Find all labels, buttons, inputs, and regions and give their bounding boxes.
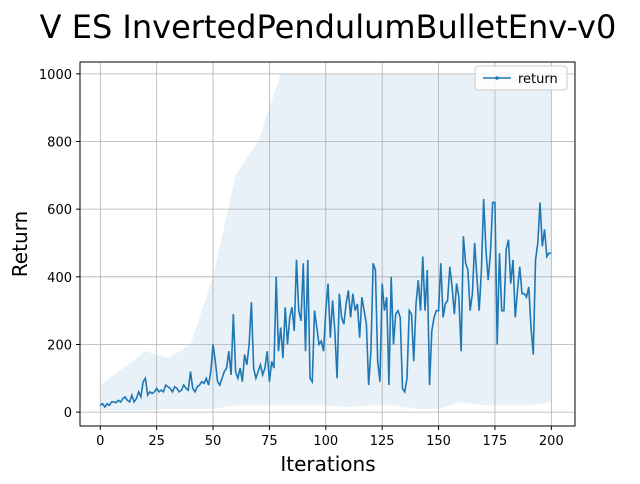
y-tick-label: 200	[47, 338, 72, 353]
legend-marker	[495, 76, 499, 80]
y-axis-label: Return	[8, 211, 32, 277]
legend-box	[474, 65, 568, 91]
chart-title: V ES InvertedPendulumBulletEnv-v0	[40, 8, 617, 46]
x-tick-label: 100	[313, 434, 338, 449]
y-tick-label: 400	[47, 271, 72, 286]
x-tick-label: 150	[426, 434, 451, 449]
x-axis-label: Iterations	[280, 452, 375, 476]
y-tick-label: 600	[47, 203, 72, 218]
x-tick-label: 125	[370, 434, 395, 449]
plot-frame	[79, 61, 576, 427]
x-tick-label: 25	[148, 434, 165, 449]
y-tick-label: 0	[64, 406, 72, 421]
x-tick-label: 50	[205, 434, 222, 449]
x-tick-label: 200	[539, 434, 564, 449]
y-tick-label: 800	[47, 135, 72, 150]
legend-label: return	[518, 72, 558, 87]
y-tick-label: 1000	[39, 68, 72, 83]
data-line	[99, 198, 552, 409]
x-tick-label: 175	[483, 434, 508, 449]
x-tick-label: 0	[96, 434, 104, 449]
x-tick-label: 75	[261, 434, 278, 449]
